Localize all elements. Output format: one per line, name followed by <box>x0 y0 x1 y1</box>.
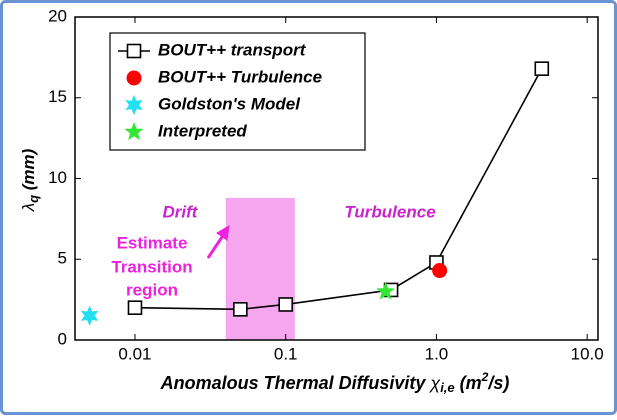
marker <box>376 281 396 300</box>
x-tick-label: 0.01 <box>118 344 151 363</box>
x-label-unit-end: /s) <box>487 373 509 393</box>
marker <box>80 305 99 326</box>
transition-line: region <box>126 280 178 299</box>
marker <box>432 263 448 279</box>
turbulence-annotation: Turbulence <box>344 202 435 221</box>
legend-box <box>109 32 366 151</box>
marker <box>534 61 550 76</box>
legend-marker <box>126 70 142 86</box>
transition-arrow <box>206 225 230 259</box>
y-tick-label: 0 <box>58 329 67 348</box>
y-axis-label: λq (mm) <box>19 148 41 212</box>
legend-marker <box>126 43 142 59</box>
legend-label: Interpreted <box>158 121 247 140</box>
transition-line: Estimate <box>117 233 188 252</box>
legend: BOUT++ transport BOUT++ Turbulence Goldsto… <box>109 32 366 151</box>
marker <box>278 297 294 312</box>
x-label-text: Anomalous Thermal Diffusivity <box>160 373 431 393</box>
x-label-sup: 2 <box>481 370 489 384</box>
x-label-unit: (m <box>455 373 482 393</box>
y-tick-label: 10 <box>48 168 67 187</box>
transition-line: Transition <box>111 257 192 276</box>
axes-box <box>74 16 599 341</box>
marker <box>233 302 248 317</box>
x-label-symbol: χ <box>428 373 441 393</box>
x-tick-label: 0.1 <box>274 344 298 363</box>
y-tick-label: 5 <box>58 249 67 268</box>
legend-label: Goldston's Model <box>158 94 301 113</box>
x-label-sub: i,e <box>440 380 454 395</box>
x-tick-label: 10.0 <box>571 344 604 363</box>
y-tick-label: 15 <box>48 87 67 106</box>
x-axis-label: Anomalous Thermal Diffusivity χi,e (m2/s… <box>160 370 510 395</box>
plot-area <box>75 16 598 341</box>
legend-marker <box>124 122 144 141</box>
drift-annotation: Drift <box>163 202 199 221</box>
y-tick-label: 20 <box>48 6 67 25</box>
legend-label: BOUT++ Turbulence <box>158 67 322 86</box>
x-tick-label: 1.0 <box>425 344 449 363</box>
marker <box>127 300 143 316</box>
y-label-sub: q <box>26 195 41 203</box>
legend-label: BOUT++ transport <box>158 40 307 59</box>
shaded-region <box>225 197 295 340</box>
y-label-unit: (mm) <box>19 148 38 195</box>
legend-marker <box>125 95 143 115</box>
series-line <box>134 68 543 311</box>
y-label-symbol: λ <box>19 203 38 212</box>
